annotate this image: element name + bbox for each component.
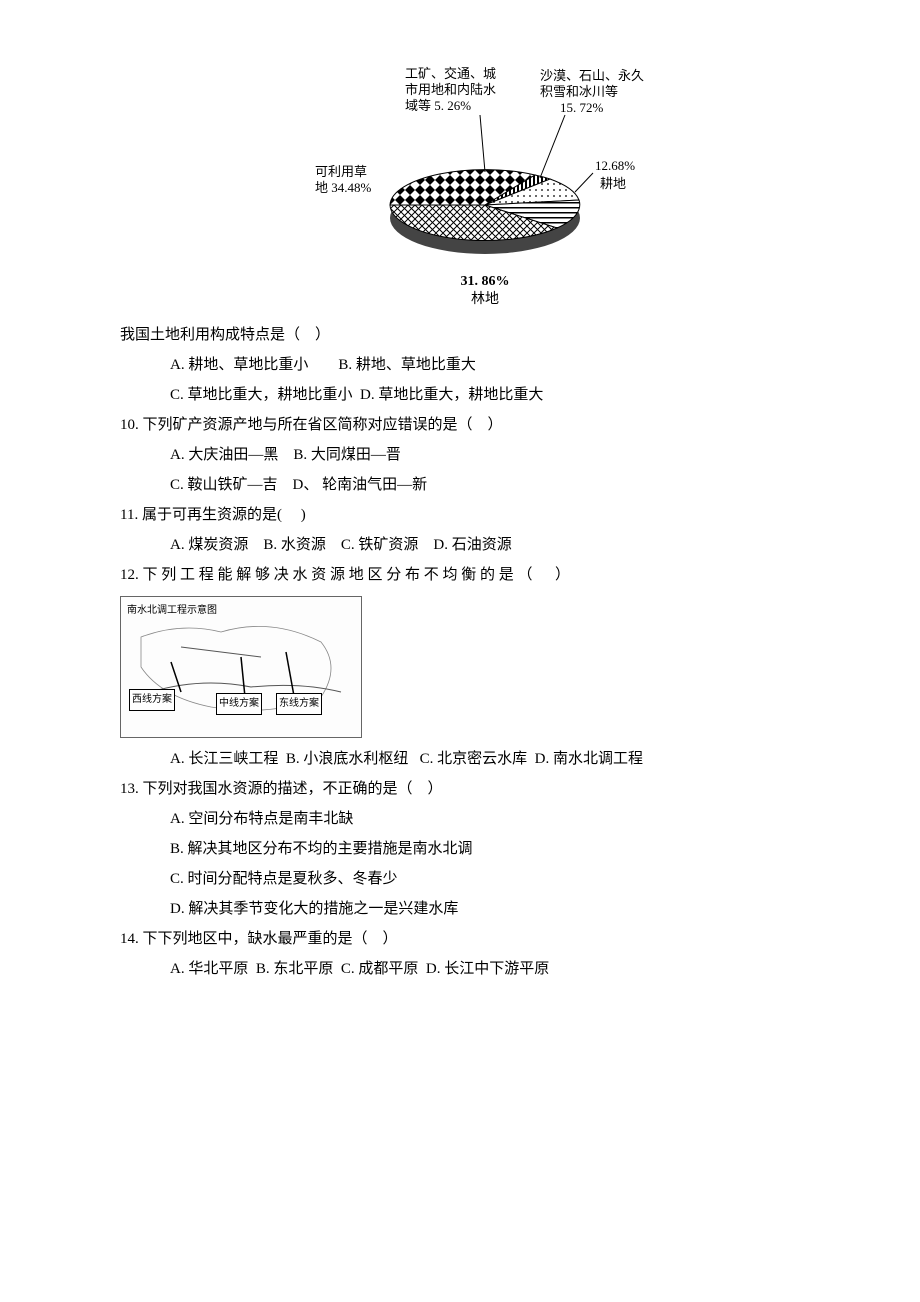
q12-num: 12. (120, 567, 139, 583)
q14-opt-b: B. 东北平原 (256, 961, 334, 977)
q11-opt-b: B. 水资源 (263, 537, 326, 553)
q12-opt-c: C. 北京密云水库 (420, 751, 528, 767)
q9-opt-c: C. 草地比重大，耕地比重小 (170, 387, 353, 403)
q9-opt-d: D. 草地比重大，耕地比重大 (360, 387, 543, 403)
pie-label-mining-1: 工矿、交通、城 (405, 66, 496, 81)
q13: 13. 下列对我国水资源的描述，不正确的是（ ） (120, 774, 820, 804)
q13-num: 13. (120, 781, 139, 797)
pie-label-mining-2: 市用地和内陆水 (405, 82, 496, 97)
q14-opt-a: A. 华北平原 (170, 961, 248, 977)
q13-stem: 下列对我国水资源的描述，不正确的是（ ） (143, 781, 443, 797)
pie-label-farm-pct: 12.68% (595, 158, 635, 173)
q11: 11. 属于可再生资源的是( ) (120, 500, 820, 530)
q13-opt-d: D. 解决其季节变化大的措施之一是兴建水库 (170, 894, 820, 924)
q11-opt-d: D. 石油资源 (433, 537, 511, 553)
pie-label-desert-2: 积雪和冰川等 (540, 84, 618, 99)
map-label-west: 西线方案 (129, 689, 175, 711)
pie-label-grass-2: 地 34.48% (315, 180, 372, 195)
q11-stem: 属于可再生资源的是( ) (142, 507, 306, 523)
pie-label-forest: 林地 (471, 291, 499, 307)
q12-stem: 下 列 工 程 能 解 够 决 水 资 源 地 区 分 布 不 均 衡 的 是 … (143, 567, 571, 583)
pie-label-forest-pct: 31. 86% (461, 274, 510, 289)
pie-label-farm: 耕地 (600, 176, 626, 191)
q9-opt-a: A. 耕地、草地比重小 (170, 357, 308, 373)
q11-opt-c: C. 铁矿资源 (341, 537, 419, 553)
q11-num: 11. (120, 507, 138, 523)
q14-opt-c: C. 成都平原 (341, 961, 419, 977)
q9-pie-chart: 工矿、交通、城 市用地和内陆水 域等 5. 26% 沙漠、石山、永久 积雪和冰川… (285, 60, 655, 310)
q12-opt-a: A. 长江三峡工程 (170, 751, 278, 767)
q9-opt-b: B. 耕地、草地比重大 (338, 357, 476, 373)
pie-label-grass-1: 可利用草 (315, 164, 367, 179)
q10-opt-a: A. 大庆油田—黑 (170, 447, 278, 463)
q12-map-figure: 南水北调工程示意图 西线方案 中线方案 东线方案 (120, 596, 362, 738)
q10-opt-c: C. 鞍山铁矿—吉 (170, 477, 278, 493)
q11-opt-a: A. 煤炭资源 (170, 537, 248, 553)
q12: 12. 下 列 工 程 能 解 够 决 水 资 源 地 区 分 布 不 均 衡 … (120, 560, 820, 590)
q10-num: 10. (120, 417, 139, 433)
q13-opt-b: B. 解决其地区分布不均的主要措施是南水北调 (170, 834, 820, 864)
q10: 10. 下列矿产资源产地与所在省区简称对应错误的是（ ） (120, 410, 820, 440)
map-label-east: 东线方案 (276, 693, 322, 715)
q14-num: 14. (120, 931, 139, 947)
q14-opt-d: D. 长江中下游平原 (426, 961, 549, 977)
q14-stem: 下下列地区中，缺水最严重的是（ ） (143, 931, 398, 947)
q10-opt-d: D、 轮南油气田—新 (293, 477, 428, 493)
pie-label-mining-3: 域等 5. 26% (405, 98, 471, 113)
q13-opt-a: A. 空间分布特点是南丰北缺 (170, 804, 820, 834)
q10-opt-b: B. 大同煤田—晋 (293, 447, 401, 463)
q10-stem: 下列矿产资源产地与所在省区简称对应错误的是（ ） (143, 417, 503, 433)
map-label-mid: 中线方案 (216, 693, 262, 715)
q12-opt-d: D. 南水北调工程 (535, 751, 643, 767)
q14: 14. 下下列地区中，缺水最严重的是（ ） (120, 924, 820, 954)
pie-label-desert-3: 15. 72% (560, 100, 604, 115)
q13-opt-c: C. 时间分配特点是夏秋多、冬春少 (170, 864, 820, 894)
q12-opt-b: B. 小浪底水利枢纽 (286, 751, 409, 767)
q9-stem: 我国土地利用构成特点是（ ） (120, 320, 820, 350)
pie-label-desert-1: 沙漠、石山、永久 (540, 68, 644, 83)
